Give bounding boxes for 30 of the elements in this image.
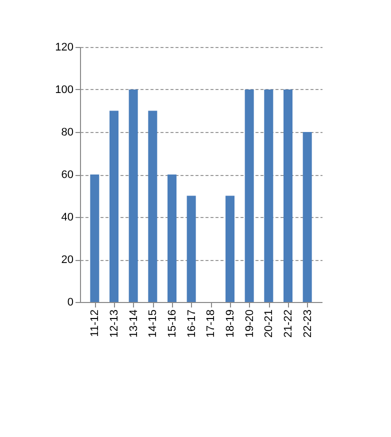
y-tick-label: 0 <box>67 296 74 308</box>
bar <box>148 110 158 302</box>
bar <box>128 90 138 302</box>
bar <box>110 110 118 302</box>
y-tick-label: 40 <box>61 212 74 224</box>
y-tick-label: 120 <box>55 42 74 54</box>
bar <box>226 196 234 302</box>
bar <box>284 90 292 302</box>
x-tick-label: 22-23 <box>302 310 314 338</box>
bar <box>244 90 254 302</box>
x-tick-label: 11-12 <box>89 310 102 337</box>
bar <box>186 196 196 302</box>
x-tick-label: 19-20 <box>244 310 256 338</box>
x-tick-label: 17-18 <box>205 310 218 338</box>
y-tick-label: 60 <box>61 169 74 181</box>
bar <box>168 174 176 302</box>
x-tick-label: 14-15 <box>147 310 160 338</box>
x-tick-label: 12-13 <box>108 310 120 338</box>
x-tick-label: 20-21 <box>263 310 276 338</box>
bar <box>302 132 312 302</box>
y-tick-label: 20 <box>61 254 74 266</box>
bar <box>90 174 100 302</box>
x-tick-label: 13-14 <box>128 310 140 338</box>
bar <box>264 90 274 302</box>
y-tick-label: 80 <box>61 126 74 138</box>
y-tick-label: 100 <box>55 84 74 96</box>
x-tick-label: 15-16 <box>166 310 178 338</box>
x-tick-label: 16-17 <box>186 310 198 338</box>
x-tick-label: 18-19 <box>224 310 236 338</box>
x-tick-label: 21-22 <box>282 310 294 338</box>
